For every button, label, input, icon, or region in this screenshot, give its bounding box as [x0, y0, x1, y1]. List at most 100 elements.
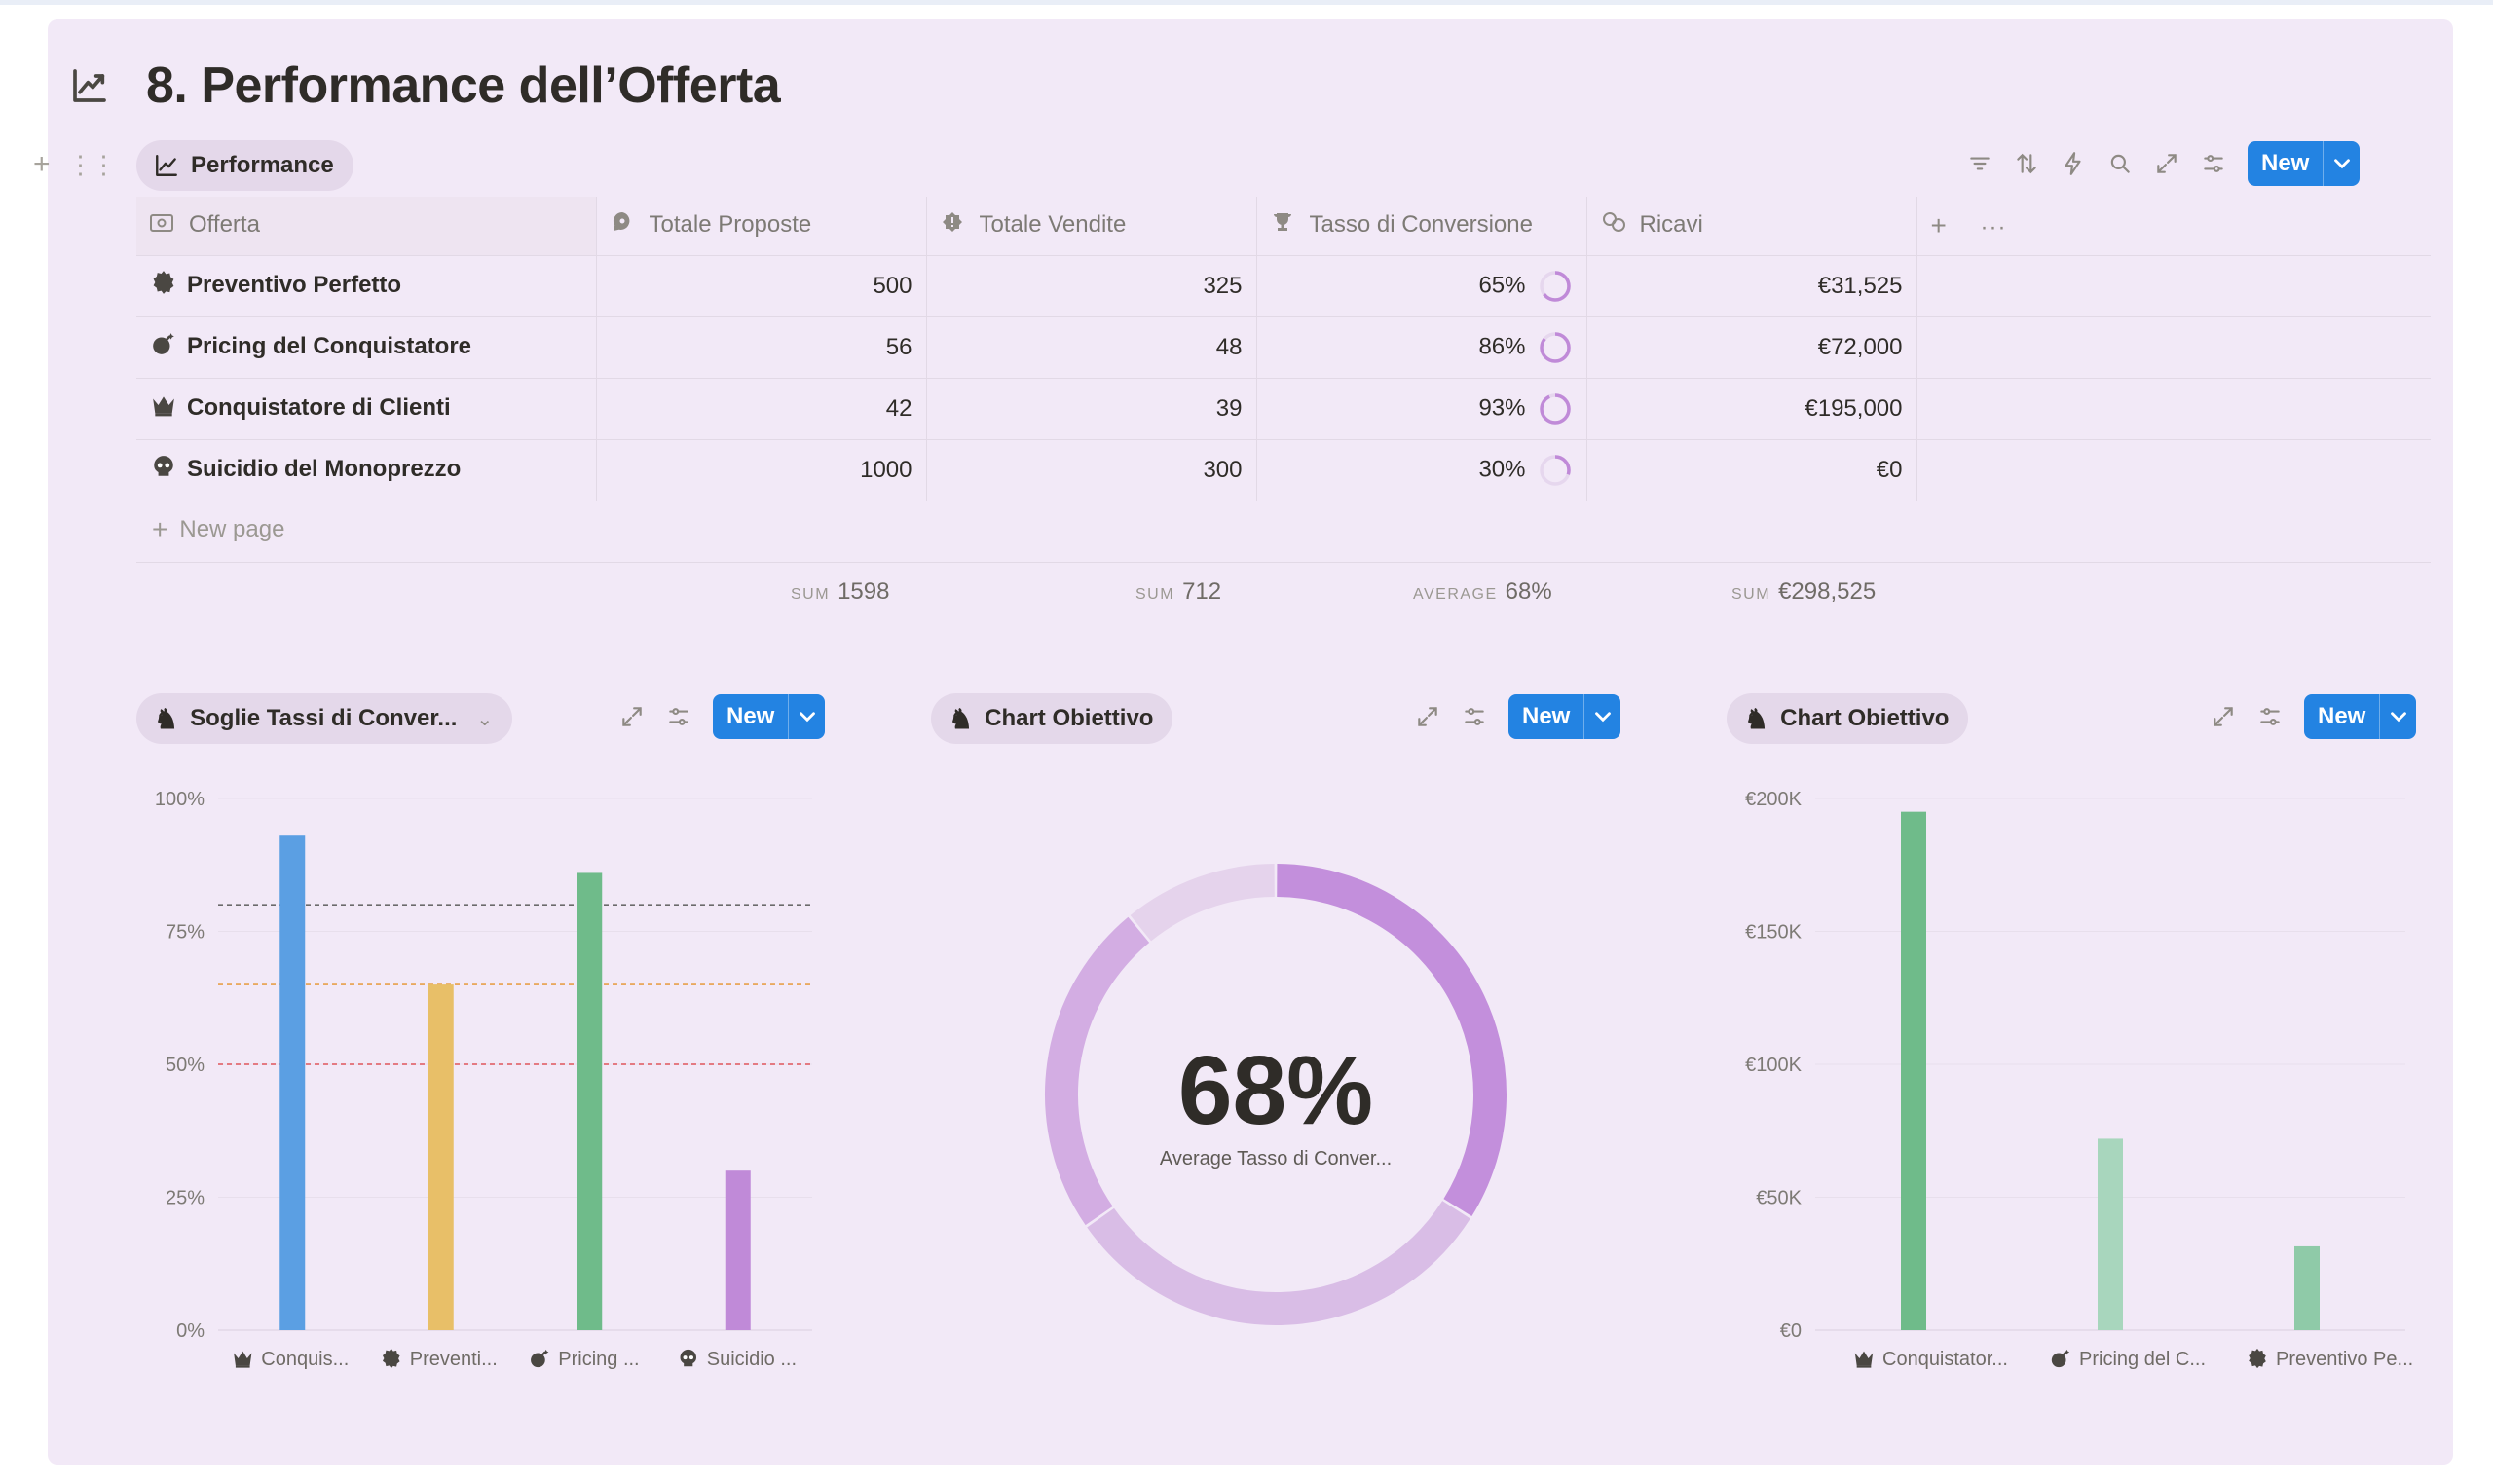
cell-offerta[interactable]: Conquistatore di Clienti	[136, 377, 597, 439]
x-tick-label: Pricing del C...	[2079, 1349, 2206, 1370]
coins-icon	[1601, 210, 1626, 241]
cell-proposte[interactable]: 56	[596, 315, 927, 378]
calc-vendite[interactable]: SUM 712	[1135, 578, 1222, 605]
cell-proposte[interactable]: 1000	[596, 438, 927, 501]
y-tick-label: 25%	[166, 1188, 205, 1209]
cell-ricavi[interactable]: €195,000	[1586, 377, 1917, 439]
cell-vendite[interactable]: 325	[926, 254, 1257, 316]
drag-handle-icon[interactable]: ⋮⋮	[67, 149, 117, 179]
settings-sliders-icon[interactable]	[666, 704, 691, 729]
cell-tasso[interactable]: 30%	[1256, 438, 1587, 501]
cell-empty	[1916, 377, 2431, 439]
settings-sliders-icon[interactable]	[1462, 704, 1487, 729]
new-button[interactable]: New	[1508, 694, 1621, 739]
trending-up-icon	[73, 69, 106, 102]
cell-offerta[interactable]: Preventivo Perfetto	[136, 254, 597, 316]
offerta-text: Suicidio del Monoprezzo	[187, 455, 462, 482]
calc-proposte[interactable]: SUM 1598	[791, 578, 890, 605]
new-button[interactable]: New	[2248, 141, 2361, 186]
crown-icon	[153, 396, 174, 417]
x-tick: Pricing ...	[531, 1349, 640, 1370]
sort-icon[interactable]	[2014, 151, 2039, 176]
new-button[interactable]: New	[713, 694, 826, 739]
bar[interactable]	[1901, 811, 1926, 1330]
view-tab-performance[interactable]: Performance	[136, 140, 353, 191]
column-header-tasso[interactable]: Tasso di Conversione	[1256, 197, 1587, 255]
new-button[interactable]: New	[2304, 694, 2417, 739]
chevron-down-icon[interactable]	[2323, 141, 2360, 186]
add-property-icon[interactable]: +	[1930, 209, 1947, 241]
donut-slice[interactable]	[1130, 864, 1276, 942]
cell-offerta[interactable]: Pricing del Conquistatore	[136, 315, 597, 378]
bar[interactable]	[279, 835, 306, 1330]
chevron-down-icon: ⌄	[476, 708, 494, 730]
page-header: 8. Performance dell’Offerta	[70, 56, 781, 115]
donut-slice[interactable]	[1045, 916, 1150, 1226]
table-row[interactable]: Conquistatore di Clienti 42 39 93% €195,000	[136, 377, 2431, 439]
bar[interactable]	[725, 1170, 751, 1330]
more-icon[interactable]: ···	[1980, 213, 2007, 241]
page-title: 8. Performance dell’Offerta	[146, 57, 781, 114]
lightning-icon[interactable]	[2061, 151, 2086, 176]
cell-vendite[interactable]: 300	[926, 438, 1257, 501]
expand-icon[interactable]	[2211, 704, 2236, 729]
x-tick-label: Suicidio ...	[707, 1349, 797, 1370]
expand-icon[interactable]	[1415, 704, 1440, 729]
gear-icon	[153, 271, 174, 294]
table-row[interactable]: Pricing del Conquistatore 56 48 86% €72,000	[136, 315, 2431, 378]
alert-property-icon	[941, 210, 966, 241]
column-header-ricavi[interactable]: Ricavi	[1586, 197, 1917, 255]
bomb-icon	[153, 333, 174, 354]
view-tab-chart-1[interactable]: ♞ Soglie Tassi di Conver... ⌄	[136, 693, 513, 744]
column-header-proposte[interactable]: Totale Proposte	[596, 197, 927, 255]
cell-ricavi[interactable]: €31,525	[1586, 254, 1917, 316]
bar[interactable]	[428, 984, 454, 1330]
bar[interactable]	[2294, 1245, 2320, 1330]
chess-knight-icon: ♞	[154, 703, 179, 734]
crown-icon	[1854, 1351, 1874, 1368]
donut-slice[interactable]	[1277, 864, 1507, 1217]
y-tick-label: €50K	[1756, 1188, 1802, 1209]
chevron-down-icon[interactable]	[788, 694, 825, 739]
chevron-down-icon[interactable]	[1583, 694, 1620, 739]
donut-slice[interactable]	[1087, 1201, 1470, 1325]
progress-ring	[1539, 392, 1571, 425]
column-header-vendite[interactable]: Totale Vendite	[926, 197, 1257, 255]
cell-proposte[interactable]: 42	[596, 377, 927, 439]
row-icon-wrapper	[150, 331, 177, 363]
revenue-bar-chart: €0 €50K €100K €150K €200K Conquistator... Pric…	[1745, 789, 2413, 1370]
bar[interactable]	[577, 872, 603, 1330]
view-tab-chart-3[interactable]: ♞ Chart Obiettivo	[1727, 693, 1969, 744]
search-icon[interactable]	[2107, 151, 2133, 176]
cell-tasso[interactable]: 93%	[1256, 377, 1587, 439]
chevron-down-icon[interactable]	[2379, 694, 2416, 739]
cell-ricavi[interactable]: €72,000	[1586, 315, 1917, 378]
cell-vendite[interactable]: 48	[926, 315, 1257, 378]
cell-offerta[interactable]: Suicidio del Monoprezzo	[136, 438, 597, 501]
column-header-actions: + ···	[1916, 197, 2431, 255]
x-tick-label: Preventivo Pe...	[2276, 1349, 2413, 1370]
cell-ricavi[interactable]: €0	[1586, 438, 1917, 501]
bomb-icon	[531, 1349, 549, 1368]
add-block-icon[interactable]: +	[33, 148, 51, 180]
cell-proposte[interactable]: 500	[596, 254, 927, 316]
new-page-button[interactable]: + New page	[152, 514, 284, 545]
cell-vendite[interactable]: 39	[926, 377, 1257, 439]
expand-icon[interactable]	[2154, 151, 2179, 176]
settings-sliders-icon[interactable]	[2201, 151, 2226, 176]
cell-empty	[1916, 438, 2431, 501]
bar[interactable]	[2098, 1138, 2123, 1330]
filter-icon[interactable]	[1967, 151, 1992, 176]
table-toolbar: New	[1967, 141, 2361, 186]
cell-tasso[interactable]: 86%	[1256, 315, 1587, 378]
column-header-offerta[interactable]: Offerta	[136, 197, 597, 255]
cell-tasso[interactable]: 65%	[1256, 254, 1587, 316]
y-tick-label: 100%	[155, 789, 205, 810]
calc-tasso[interactable]: AVERAGE 68%	[1413, 578, 1552, 605]
table-row[interactable]: Preventivo Perfetto 500 325 65% €31,525	[136, 254, 2431, 316]
calc-ricavi[interactable]: SUM €298,525	[1731, 578, 1877, 605]
settings-sliders-icon[interactable]	[2257, 704, 2283, 729]
view-tab-chart-2[interactable]: ♞ Chart Obiettivo	[931, 693, 1173, 744]
expand-icon[interactable]	[619, 704, 645, 729]
table-row[interactable]: Suicidio del Monoprezzo 1000 300 30% €0	[136, 438, 2431, 501]
